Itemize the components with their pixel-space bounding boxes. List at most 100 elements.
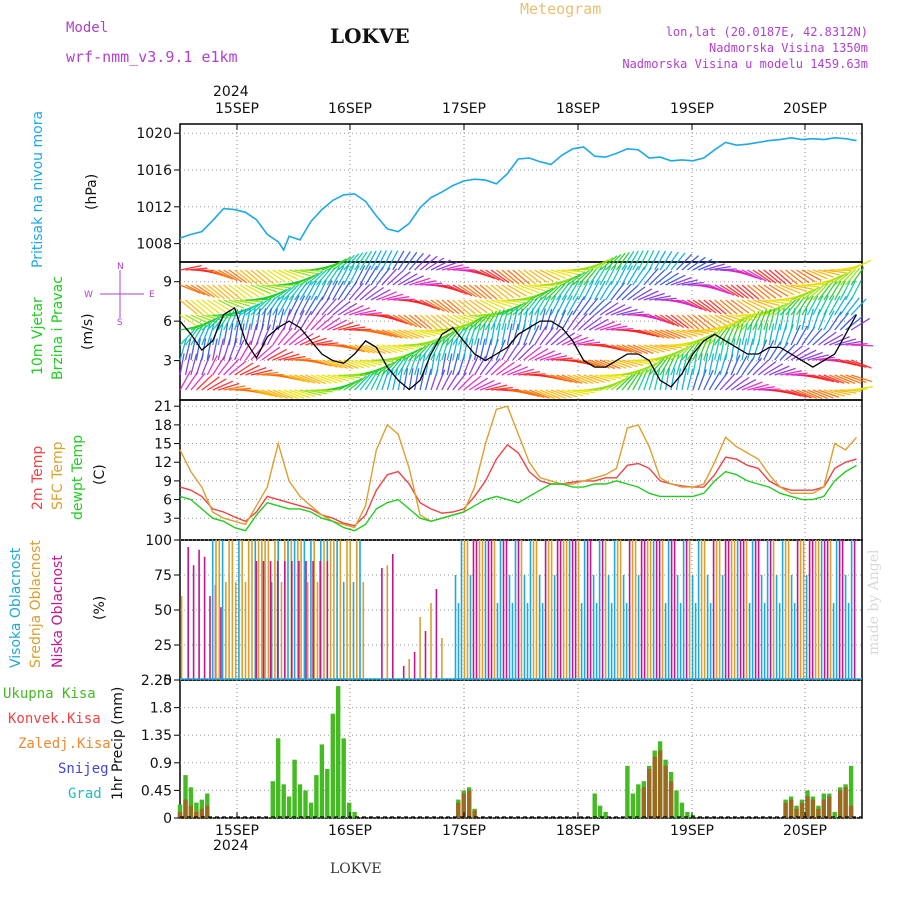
- wind-barb: [572, 280, 584, 301]
- wind-barb: [556, 332, 576, 346]
- wind-barb: [638, 344, 660, 354]
- wind-barb: [648, 368, 656, 391]
- wind-barb: [572, 339, 595, 346]
- ytick-label-precip: 0.45: [141, 783, 172, 799]
- wind-barb: [675, 368, 682, 391]
- wind-barb: [397, 314, 418, 328]
- wind-barb: [179, 353, 185, 376]
- wind-barb: [495, 309, 505, 331]
- wind-barb: [315, 268, 332, 286]
- precip-conv-bar: [827, 796, 832, 818]
- precip-total-bar: [341, 738, 346, 818]
- ytick-label-temperature: 15: [154, 437, 172, 453]
- wind-barb: [212, 356, 225, 376]
- wind-barb: [424, 368, 432, 391]
- wind-barb: [365, 359, 388, 364]
- wind-barb: [403, 275, 424, 286]
- wind-barb: [381, 359, 399, 376]
- wind-barb: [446, 327, 462, 346]
- wind-barb: [304, 312, 320, 331]
- wind-barb: [714, 299, 732, 315]
- wind-barb: [479, 338, 486, 361]
- wind-barb: [594, 374, 617, 381]
- wind-barb: [795, 296, 810, 316]
- wind-barb: [501, 303, 522, 316]
- wind-barb: [321, 267, 336, 286]
- wind-barb: [665, 251, 679, 271]
- wind-barb: [425, 299, 445, 312]
- wind-barb: [179, 328, 196, 346]
- wind-barb: [245, 284, 266, 296]
- wind-barb: [757, 323, 763, 346]
- wind-barb: [627, 286, 646, 301]
- wind-barb: [523, 297, 539, 316]
- precip-total-bar: [188, 787, 194, 818]
- wind-barb: [730, 299, 750, 314]
- precip-total-bar: [270, 781, 275, 818]
- bottom-date-label: 15SEP: [215, 823, 259, 839]
- wind-barb: [523, 269, 542, 284]
- wind-barb: [512, 342, 528, 361]
- wind-barb: [447, 284, 468, 295]
- wind-barb: [801, 389, 823, 400]
- wind-barb: [648, 329, 670, 339]
- wind-barb: [190, 353, 198, 376]
- wind-barb: [539, 285, 558, 301]
- wind-barb: [468, 299, 488, 314]
- wind-barb: [321, 374, 343, 383]
- wind-barb: [779, 269, 798, 285]
- wind-barb: [381, 293, 404, 301]
- wind-barb: [490, 359, 508, 376]
- wind-barb: [376, 361, 395, 376]
- wind-barb: [578, 374, 600, 384]
- wind-barb: [206, 284, 225, 300]
- wind-barb: [299, 374, 321, 385]
- precip-total-bar: [286, 796, 292, 818]
- precip-conv-bar: [641, 787, 646, 818]
- precip-conv-bar: [783, 802, 788, 818]
- wind-barb: [469, 314, 491, 320]
- wind-barb: [567, 389, 590, 395]
- precip-conv-bar: [838, 790, 843, 818]
- wind-barb: [730, 376, 750, 391]
- wind-barb: [190, 372, 206, 391]
- wind-barb: [376, 329, 398, 338]
- wind-barb: [375, 267, 391, 286]
- wind-barb: [676, 279, 699, 286]
- wind-barb: [212, 338, 218, 361]
- wind-barb: [441, 314, 461, 328]
- precip-total-bar: [303, 790, 308, 818]
- wind-barb: [501, 299, 524, 304]
- wind-barb: [277, 327, 293, 346]
- wind-barb: [780, 370, 802, 376]
- wind-barb: [599, 265, 612, 286]
- temp-line-1: [179, 405, 858, 529]
- wind-barb: [850, 280, 862, 301]
- wind-barb: [327, 374, 349, 382]
- precip-conv-bar: [843, 787, 848, 818]
- wind-barb: [223, 299, 245, 309]
- ytick-label-precip: 0.9: [150, 756, 172, 772]
- wind-barb: [463, 338, 469, 361]
- wind-barb: [468, 284, 487, 300]
- wind-barb: [397, 273, 418, 286]
- precip-conv-bar: [788, 799, 794, 818]
- wind-barb: [632, 288, 653, 301]
- wind-barb: [615, 265, 628, 286]
- wind-barb: [643, 329, 665, 339]
- wind-barb: [654, 344, 677, 351]
- precip-total-bar: [352, 811, 357, 818]
- meteogram-label: Meteogram: [520, 0, 602, 18]
- wind-barb: [818, 269, 840, 276]
- wind-barb: [665, 274, 686, 286]
- wind-barb: [354, 373, 371, 391]
- wind-barb: [496, 299, 519, 306]
- precip-total-bar: [592, 793, 597, 818]
- wind-barb: [381, 268, 398, 286]
- wind-barb: [283, 283, 300, 301]
- wind-barb: [343, 281, 358, 301]
- wind-barb: [523, 345, 542, 361]
- wind-barb: [507, 301, 526, 316]
- wind-barb: [583, 280, 595, 301]
- wind-barb: [272, 389, 294, 400]
